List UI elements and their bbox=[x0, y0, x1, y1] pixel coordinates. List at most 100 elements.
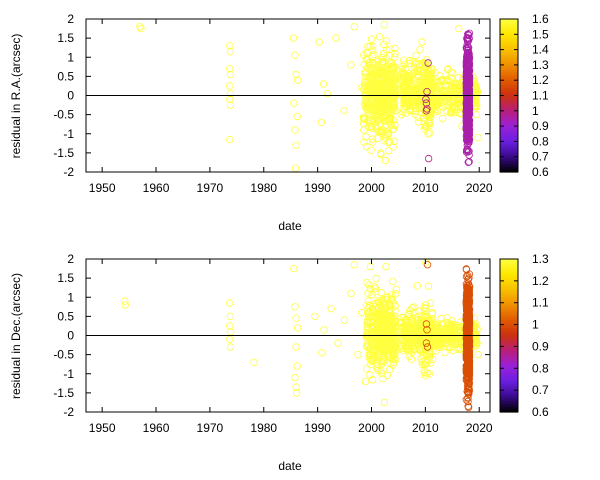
data-point bbox=[421, 84, 429, 92]
data-point bbox=[390, 137, 398, 146]
data-point bbox=[409, 107, 417, 115]
data-point bbox=[447, 96, 455, 104]
data-point bbox=[366, 371, 374, 379]
data-point bbox=[291, 164, 300, 172]
data-point bbox=[366, 336, 374, 344]
data-point bbox=[465, 58, 473, 67]
data-point bbox=[360, 90, 369, 98]
data-point bbox=[410, 308, 418, 317]
colorbar-tick-label: 1.6 bbox=[532, 12, 549, 26]
y-tick-label: 0 bbox=[67, 329, 74, 343]
data-point bbox=[440, 102, 449, 110]
data-point bbox=[425, 121, 433, 130]
data-point bbox=[423, 87, 431, 96]
data-point bbox=[362, 330, 371, 338]
data-point bbox=[422, 259, 430, 267]
data-point bbox=[292, 343, 300, 351]
data-point bbox=[392, 285, 400, 294]
data-point bbox=[360, 115, 368, 123]
data-point bbox=[360, 51, 368, 59]
data-point bbox=[426, 113, 435, 121]
data-point bbox=[400, 56, 408, 64]
data-point bbox=[424, 154, 433, 163]
data-point bbox=[226, 70, 235, 79]
data-point bbox=[379, 343, 388, 351]
data-point bbox=[401, 315, 409, 324]
y-tick-label: 1 bbox=[67, 290, 74, 304]
data-point bbox=[392, 290, 400, 298]
y-tick-label: -2 bbox=[63, 165, 74, 179]
data-point bbox=[374, 353, 383, 362]
data-point bbox=[391, 307, 399, 315]
data-point bbox=[464, 397, 472, 406]
x-tick-label: 2020 bbox=[466, 181, 493, 195]
data-point bbox=[414, 113, 422, 122]
y-tick-label: -1 bbox=[63, 367, 74, 381]
data-point bbox=[293, 362, 301, 370]
data-point bbox=[435, 332, 444, 340]
data-point bbox=[372, 101, 380, 109]
data-point bbox=[421, 372, 430, 380]
data-points bbox=[121, 259, 482, 412]
data-point bbox=[371, 97, 379, 105]
data-point bbox=[377, 323, 386, 331]
data-point bbox=[362, 365, 371, 373]
data-point bbox=[411, 86, 419, 94]
data-point bbox=[292, 389, 301, 397]
data-point bbox=[463, 44, 471, 52]
data-points bbox=[136, 21, 482, 172]
data-point bbox=[440, 331, 448, 339]
colorbar: 1.61.5 1.41.31.2 1.110.90.8 0.70.6 bbox=[499, 12, 549, 179]
data-point bbox=[290, 99, 298, 107]
data-point bbox=[381, 104, 389, 113]
data-point bbox=[364, 289, 372, 297]
data-point bbox=[474, 133, 482, 142]
data-point bbox=[347, 61, 355, 69]
data-point bbox=[464, 46, 472, 55]
data-point bbox=[405, 336, 413, 344]
data-point bbox=[320, 326, 328, 334]
x-tick-label: 2010 bbox=[412, 181, 439, 195]
data-point bbox=[389, 299, 397, 307]
data-point bbox=[362, 133, 370, 141]
data-point bbox=[397, 110, 405, 119]
x-axis-label: date bbox=[278, 459, 302, 473]
data-point bbox=[464, 37, 473, 45]
data-point bbox=[403, 93, 411, 101]
data-point bbox=[421, 59, 430, 68]
data-point bbox=[381, 85, 389, 93]
data-point bbox=[425, 129, 434, 137]
data-point bbox=[364, 42, 372, 50]
data-point bbox=[377, 338, 386, 347]
data-point bbox=[367, 146, 375, 154]
data-point bbox=[291, 51, 299, 59]
data-point bbox=[463, 285, 472, 293]
data-point bbox=[426, 370, 434, 378]
data-point bbox=[323, 89, 331, 98]
colorbar-tick-label: 0.7 bbox=[532, 150, 549, 164]
data-point bbox=[463, 56, 472, 64]
data-point bbox=[363, 340, 371, 348]
data-point bbox=[374, 57, 382, 65]
data-point bbox=[226, 322, 234, 330]
data-point bbox=[412, 51, 420, 60]
data-point bbox=[368, 46, 377, 54]
data-point bbox=[435, 98, 444, 106]
data-point bbox=[381, 89, 389, 97]
data-point bbox=[362, 68, 370, 76]
data-point bbox=[423, 350, 431, 358]
y-tick-label: -2 bbox=[63, 405, 74, 419]
data-point bbox=[290, 264, 298, 273]
data-point bbox=[366, 58, 374, 66]
data-point bbox=[391, 106, 399, 115]
data-point bbox=[401, 65, 409, 73]
data-point bbox=[366, 112, 375, 120]
data-point bbox=[368, 356, 376, 364]
data-point bbox=[378, 356, 387, 364]
data-point bbox=[226, 47, 235, 56]
data-point bbox=[405, 59, 414, 68]
data-point bbox=[398, 67, 406, 76]
data-point bbox=[424, 130, 432, 138]
data-point bbox=[365, 74, 374, 82]
